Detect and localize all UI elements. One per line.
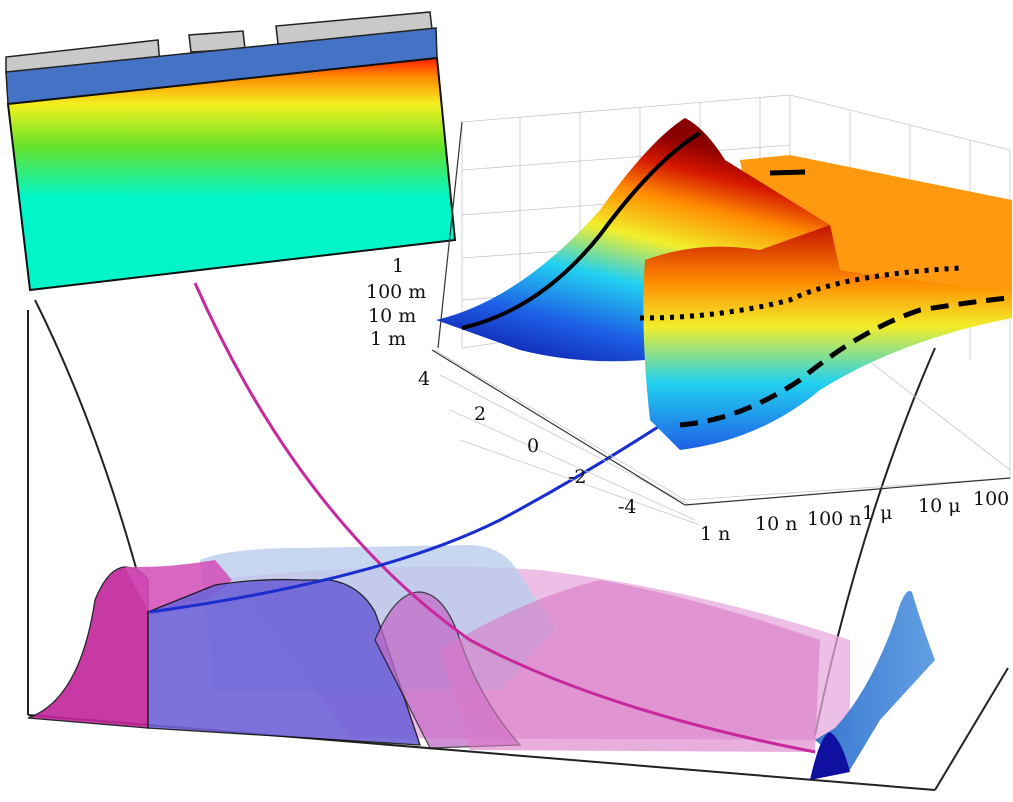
- z-tick: 1 m: [370, 328, 406, 350]
- z-axis: [437, 121, 463, 349]
- blue-peak-right: [815, 590, 935, 770]
- blue-peak-right-dark: [810, 732, 850, 780]
- y-tick: 2: [474, 403, 486, 425]
- surface-left: [436, 118, 830, 362]
- substrate-gradient: [6, 56, 457, 292]
- x-tick: 100: [973, 488, 1009, 510]
- magenta-barrier-top: [125, 560, 232, 615]
- y-tick: -2: [568, 466, 587, 488]
- magenta-floor: [440, 580, 820, 752]
- z-tick: 10 m: [368, 305, 416, 327]
- y-axis: [431, 349, 686, 506]
- x-tick: 10 μ: [918, 495, 961, 517]
- dotted-curve: [639, 265, 961, 321]
- band-frame-right: [934, 667, 1009, 791]
- band-diagram: [27, 282, 1009, 791]
- z-tick: 1: [392, 255, 404, 277]
- magenta-barrier-left: [27, 566, 149, 729]
- x-tick: 10 n: [755, 513, 797, 535]
- z-tick: 100 m: [366, 281, 426, 303]
- x-tick: 100 n: [807, 508, 862, 530]
- surface-front: [643, 225, 1012, 450]
- x-axis: [684, 477, 1011, 506]
- solid-curve-back: [769, 169, 806, 176]
- y-tick: 0: [527, 435, 539, 457]
- solid-curve: [461, 131, 702, 330]
- x-tick: 1 μ: [862, 502, 892, 524]
- x-tick: 1 n: [700, 523, 730, 545]
- y-tick: -4: [618, 496, 637, 518]
- band-frame-left-curve: [34, 299, 139, 576]
- device-cross-section: [5, 11, 457, 292]
- magenta-curve: [193, 282, 816, 754]
- y-tick: 4: [418, 368, 430, 390]
- surface-plot: 1 100 m 10 m 1 m 4 2 0 -2 -4 1 n 10 n 10…: [366, 94, 1012, 545]
- dashed-curve: [679, 295, 1009, 428]
